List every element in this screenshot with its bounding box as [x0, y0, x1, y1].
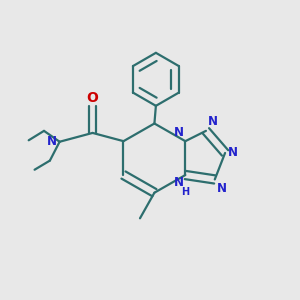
Text: N: N [174, 126, 184, 139]
Text: N: N [207, 115, 218, 128]
Text: N: N [47, 135, 57, 148]
Text: H: H [181, 188, 189, 197]
Text: N: N [174, 176, 184, 190]
Text: N: N [217, 182, 227, 195]
Text: N: N [228, 146, 238, 159]
Text: O: O [87, 91, 98, 105]
